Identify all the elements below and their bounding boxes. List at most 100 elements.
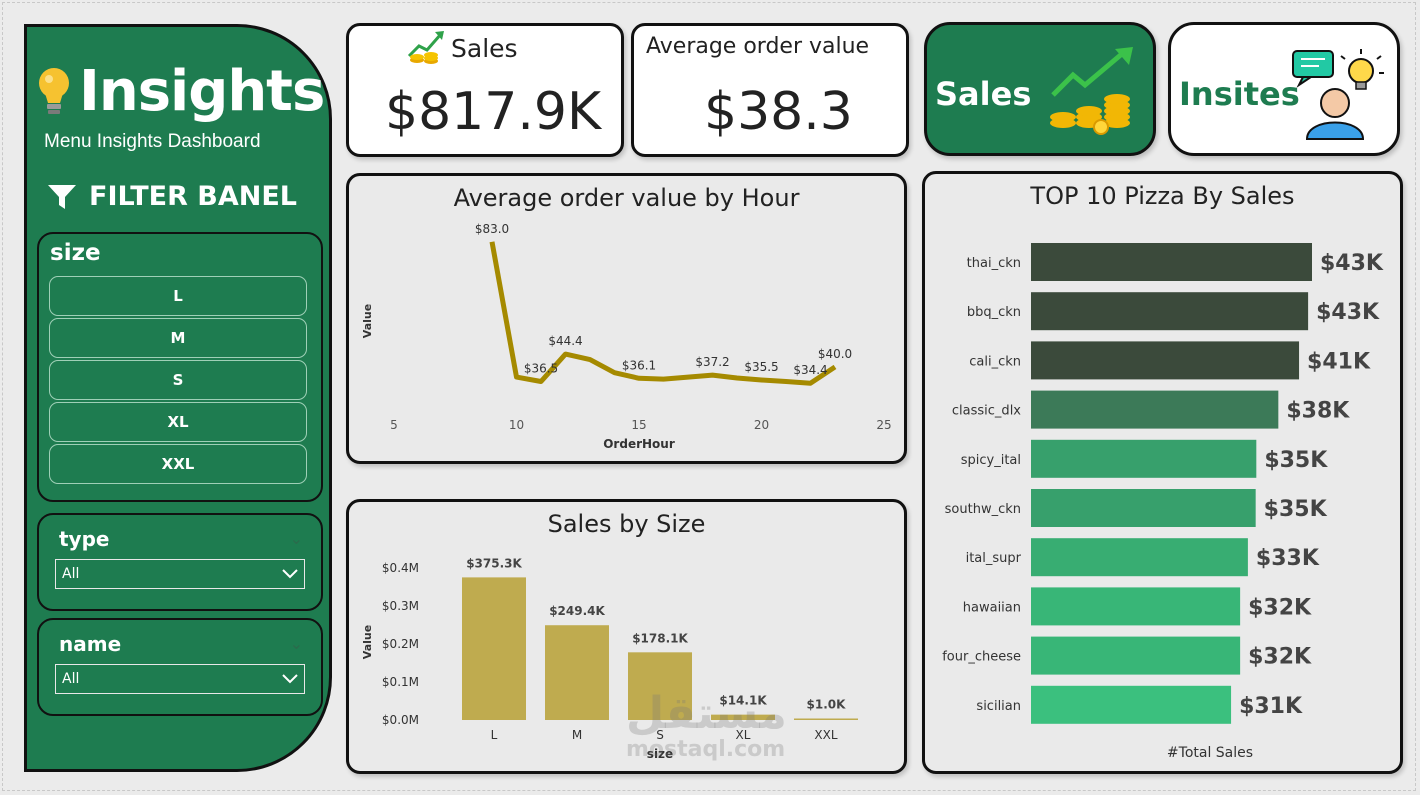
size-bar — [711, 714, 775, 720]
pizza-bar — [1031, 538, 1248, 577]
name-slicer-title: name — [59, 632, 122, 656]
aov-data-label: $36.1 — [622, 358, 656, 372]
y-tick-label: $0.2M — [382, 637, 419, 651]
sales-by-size-title: Sales by Size — [547, 510, 706, 538]
x-axis-title: #Total Sales — [1167, 745, 1253, 761]
aov-kpi-value: $38.3 — [704, 82, 853, 142]
pizza-value-label: $35K — [1264, 497, 1328, 522]
x-tick-label: 15 — [631, 418, 646, 432]
sales-by-size-panel: Sales by Size $0.0M $0.1M $0.2M $0.3M $0.4M $… — [346, 499, 907, 774]
pizza-value-label: $33K — [1256, 546, 1320, 571]
size-bar — [628, 652, 692, 720]
pizza-value-label: $43K — [1316, 300, 1380, 325]
person-idea-icon — [1292, 49, 1384, 140]
pizza-name-label: spicy_ital — [961, 453, 1021, 468]
bar-value-label: $178.1K — [632, 631, 688, 645]
size-slicer: size L M S XL XXL — [37, 232, 323, 502]
aov-line-series — [489, 241, 837, 386]
pizza-name-label: cali_ckn — [969, 354, 1021, 369]
watermark: مستقل mostaql.com — [626, 690, 787, 762]
top10-pizza-title: TOP 10 Pizza By Sales — [1030, 182, 1295, 210]
coins-growth-icon — [1050, 47, 1133, 135]
chevron-down-icon — [282, 674, 298, 684]
chevron-down-icon — [282, 569, 298, 579]
size-bar — [545, 625, 609, 720]
pizza-value-label: $32K — [1248, 595, 1312, 620]
chevron-down-icon[interactable]: ⌄ — [289, 529, 303, 548]
aov-data-label: $36.5 — [524, 361, 558, 375]
x-axis-title: OrderHour — [603, 437, 675, 451]
name-dropdown[interactable]: All — [55, 664, 305, 694]
chevron-down-icon[interactable]: ⌄ — [289, 634, 303, 653]
pizza-bar — [1031, 685, 1232, 724]
x-tick-label: 25 — [876, 418, 891, 432]
lightbulb-icon — [39, 67, 69, 114]
pizza-bar — [1031, 587, 1241, 626]
pizza-name-label: thai_ckn — [967, 256, 1021, 271]
pizza-bar — [1031, 390, 1279, 429]
name-slicer: name ⌄ All — [37, 618, 323, 716]
pizza-bar — [1031, 341, 1300, 380]
y-tick-label: $0.0M — [382, 713, 419, 727]
pizza-bar — [1031, 439, 1257, 478]
insights-page-label: Insites — [1179, 75, 1300, 113]
bar-value-label: $1.0K — [807, 698, 847, 712]
watermark-domain: mostaql.com — [626, 737, 786, 762]
pizza-name-label: sicilian — [976, 699, 1021, 714]
pizza-name-label: classic_dlx — [952, 404, 1021, 419]
y-axis-title: Value — [361, 304, 374, 338]
aov-by-hour-panel: Average order value by Hour $83.0 $36.5 $4… — [346, 173, 907, 464]
sidebar: Insights Menu Insights Dashboard FILTER … — [24, 24, 332, 772]
aov-data-label: $35.5 — [744, 360, 778, 374]
aov-data-label: $83.0 — [475, 222, 509, 236]
size-option-l[interactable]: L — [49, 276, 307, 316]
size-option-m[interactable]: M — [49, 318, 307, 358]
size-bar — [462, 577, 526, 720]
insights-page-button[interactable]: Insites — [1168, 22, 1400, 156]
y-tick-label: $0.4M — [382, 561, 419, 575]
y-tick-label: $0.1M — [382, 675, 419, 689]
x-tick-label: L — [491, 728, 498, 742]
funnel-icon — [48, 184, 76, 209]
top10-pizza-chart: thai_ckn $43K bbq_ckn $43K cali_ckn $41K class… — [942, 243, 1384, 761]
x-tick-label: XL — [736, 728, 751, 742]
pizza-name-label: southw_ckn — [945, 502, 1021, 517]
pizza-name-label: bbq_ckn — [967, 305, 1021, 320]
aov-by-hour-title: Average order value by Hour — [453, 184, 800, 212]
pizza-name-label: hawaiian — [963, 600, 1021, 615]
x-tick-label: 20 — [754, 418, 769, 432]
size-option-xl[interactable]: XL — [49, 402, 307, 442]
pizza-name-label: ital_supr — [966, 551, 1022, 566]
y-axis-title: Value — [361, 625, 374, 659]
type-dropdown[interactable]: All — [55, 559, 305, 589]
watermark-text: مستقل — [626, 688, 787, 739]
pizza-value-label: $43K — [1320, 251, 1384, 276]
sales-by-size-chart: $0.0M $0.1M $0.2M $0.3M $0.4M $375.3K L $249.4K… — [361, 556, 858, 761]
pizza-bar — [1031, 636, 1241, 675]
pizza-bar — [1031, 489, 1256, 527]
pizza-value-label: $32K — [1248, 645, 1312, 670]
sales-page-button[interactable]: Sales — [924, 22, 1156, 156]
pizza-value-label: $35K — [1264, 448, 1328, 473]
aov-data-label: $37.2 — [695, 355, 729, 369]
pizza-bar — [1031, 292, 1309, 331]
type-slicer-title: type — [59, 527, 110, 551]
sales-kpi-label: Sales — [451, 34, 518, 63]
size-option-xxl[interactable]: XXL — [49, 444, 307, 484]
x-tick-label: S — [656, 728, 664, 742]
aov-data-label: $40.0 — [818, 347, 852, 361]
brand: Insights — [35, 59, 325, 124]
aov-by-hour-chart: $83.0 $36.5 $44.4 $36.1 $37.2 $35.5 $34.4 $40.0… — [361, 222, 892, 451]
sales-growth-icon — [407, 31, 444, 64]
pizza-bar — [1031, 243, 1312, 281]
x-axis-title: size — [647, 747, 673, 761]
x-tick-label: XXL — [814, 728, 837, 742]
sales-page-label: Sales — [935, 75, 1032, 113]
bar-value-label: $14.1K — [719, 694, 767, 708]
pizza-name-label: four_cheese — [942, 650, 1021, 665]
aov-kpi-label: Average order value — [646, 34, 870, 59]
size-option-s[interactable]: S — [49, 360, 307, 400]
x-tick-label: M — [572, 728, 582, 742]
size-bar — [794, 718, 858, 720]
pizza-value-label: $41K — [1307, 349, 1371, 374]
